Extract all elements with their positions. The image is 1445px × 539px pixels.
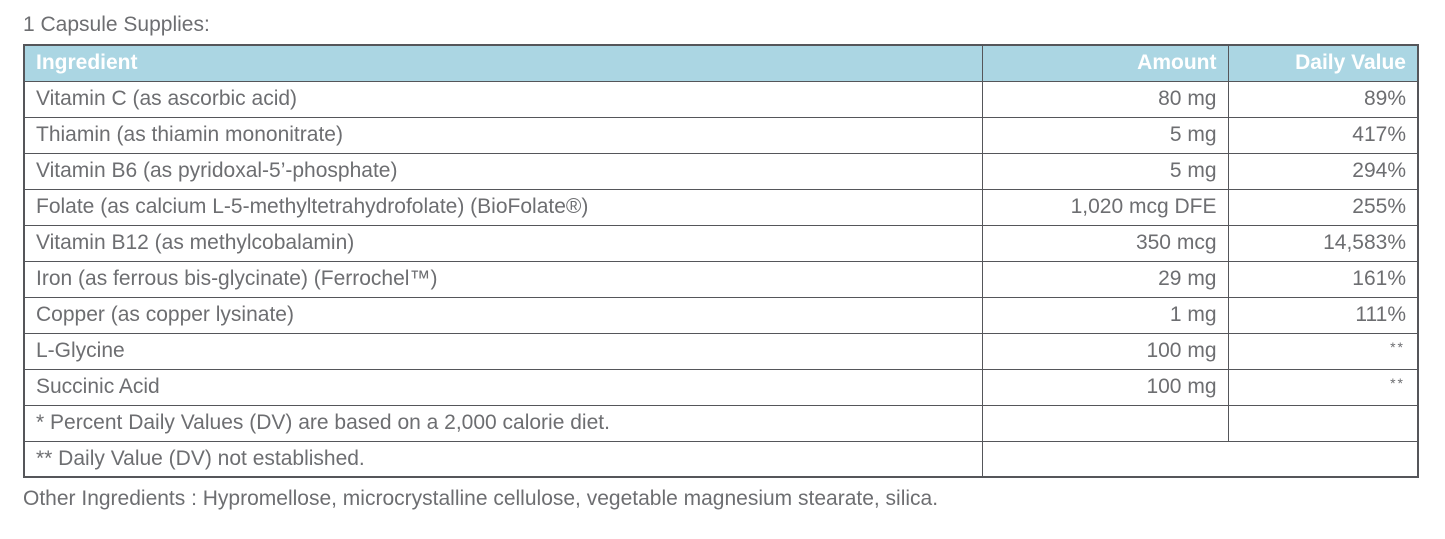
ingredient-row: Succinic Acid 100 mg ** bbox=[23, 368, 1419, 406]
ingredient-amount: 1,020 mcg DFE bbox=[981, 188, 1229, 226]
ingredient-name: Copper (as copper lysinate) bbox=[23, 296, 983, 334]
ingredient-amount: 5 mg bbox=[981, 152, 1229, 190]
ingredient-name: L-Glycine bbox=[23, 332, 983, 370]
not-established-stars: ** bbox=[1390, 339, 1405, 355]
column-header-amount: Amount bbox=[981, 44, 1229, 82]
ingredient-daily-value: ** bbox=[1227, 332, 1419, 370]
ingredient-name: Succinic Acid bbox=[23, 368, 983, 406]
ingredient-name: Vitamin C (as ascorbic acid) bbox=[23, 80, 983, 118]
footnote-rows: * Percent Daily Values (DV) are based on… bbox=[23, 404, 1419, 478]
not-established-stars: ** bbox=[1390, 375, 1405, 391]
footnote-not-established-text: ** Daily Value (DV) not established. bbox=[23, 440, 983, 478]
header-row: Ingredient Amount Daily Value bbox=[23, 44, 1419, 82]
footnote-empty-merged-cell bbox=[981, 440, 1419, 478]
ingredient-amount: 350 mcg bbox=[981, 224, 1229, 262]
ingredient-row: Copper (as copper lysinate) 1 mg 111% bbox=[23, 296, 1419, 334]
footnote-row-dv-basis: * Percent Daily Values (DV) are based on… bbox=[23, 404, 1419, 442]
footnote-empty-amount-cell bbox=[981, 404, 1229, 442]
column-header-ingredient: Ingredient bbox=[23, 44, 983, 82]
footnote-empty-daily-value-cell bbox=[1227, 404, 1419, 442]
supplement-facts-table: Ingredient Amount Daily Value Vitamin C … bbox=[23, 44, 1419, 478]
ingredient-amount: 80 mg bbox=[981, 80, 1229, 118]
ingredient-daily-value: 294% bbox=[1227, 152, 1419, 190]
ingredient-name: Vitamin B6 (as pyridoxal-5’-phosphate) bbox=[23, 152, 983, 190]
ingredient-row: L-Glycine 100 mg ** bbox=[23, 332, 1419, 370]
ingredient-row: Vitamin C (as ascorbic acid) 80 mg 89% bbox=[23, 80, 1419, 118]
ingredient-row: Vitamin B6 (as pyridoxal-5’-phosphate) 5… bbox=[23, 152, 1419, 190]
footnote-row-not-established: ** Daily Value (DV) not established. bbox=[23, 440, 1419, 478]
ingredient-daily-value: 14,583% bbox=[1227, 224, 1419, 262]
ingredient-row: Iron (as ferrous bis-glycinate) (Ferroch… bbox=[23, 260, 1419, 298]
other-ingredients-text: Other Ingredients : Hypromellose, microc… bbox=[23, 487, 939, 510]
ingredient-row: Folate (as calcium L-5-methyltetrahydrof… bbox=[23, 188, 1419, 226]
ingredient-amount: 1 mg bbox=[981, 296, 1229, 334]
ingredient-row: Thiamin (as thiamin mononitrate) 5 mg 41… bbox=[23, 116, 1419, 154]
ingredient-daily-value: 417% bbox=[1227, 116, 1419, 154]
ingredient-amount: 5 mg bbox=[981, 116, 1229, 154]
ingredient-amount: 100 mg bbox=[981, 332, 1229, 370]
ingredient-daily-value: 111% bbox=[1227, 296, 1419, 334]
ingredient-daily-value: ** bbox=[1227, 368, 1419, 406]
ingredient-name: Vitamin B12 (as methylcobalamin) bbox=[23, 224, 983, 262]
column-header-daily-value: Daily Value bbox=[1227, 44, 1419, 82]
ingredient-name: Folate (as calcium L-5-methyltetrahydrof… bbox=[23, 188, 983, 226]
footnote-dv-basis-text: * Percent Daily Values (DV) are based on… bbox=[23, 404, 983, 442]
ingredient-daily-value: 89% bbox=[1227, 80, 1419, 118]
ingredient-daily-value: 161% bbox=[1227, 260, 1419, 298]
ingredient-rows: Vitamin C (as ascorbic acid) 80 mg 89% T… bbox=[23, 80, 1419, 406]
ingredient-daily-value: 255% bbox=[1227, 188, 1419, 226]
ingredient-name: Iron (as ferrous bis-glycinate) (Ferroch… bbox=[23, 260, 983, 298]
ingredient-amount: 29 mg bbox=[981, 260, 1229, 298]
supplement-facts-panel: 1 Capsule Supplies: Ingredient Amount Da… bbox=[23, 13, 1419, 510]
page-title: 1 Capsule Supplies: bbox=[23, 13, 210, 36]
ingredient-amount: 100 mg bbox=[981, 368, 1229, 406]
ingredient-row: Vitamin B12 (as methylcobalamin) 350 mcg… bbox=[23, 224, 1419, 262]
ingredient-name: Thiamin (as thiamin mononitrate) bbox=[23, 116, 983, 154]
